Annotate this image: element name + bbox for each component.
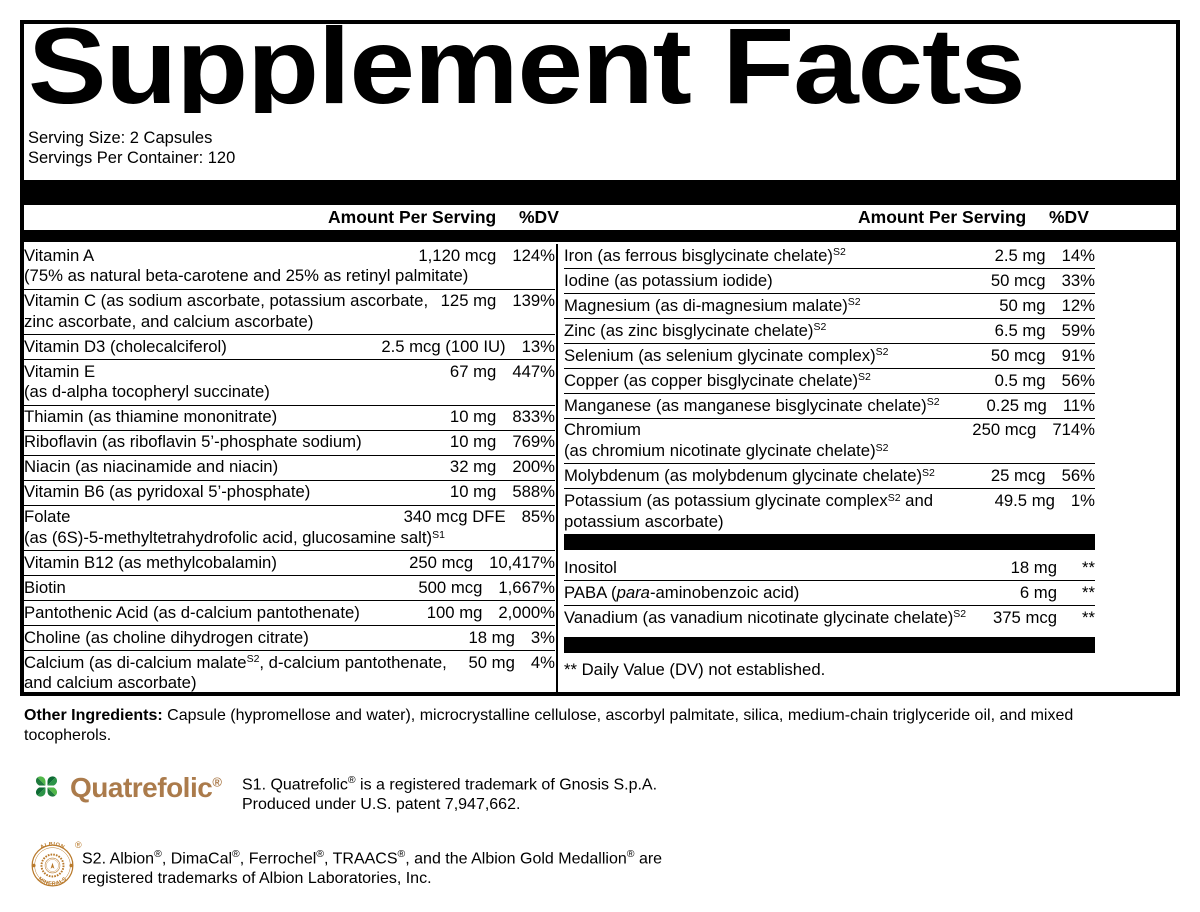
svg-text:ALBION: ALBION <box>39 842 65 851</box>
svg-text:MINERALS: MINERALS <box>37 876 68 887</box>
